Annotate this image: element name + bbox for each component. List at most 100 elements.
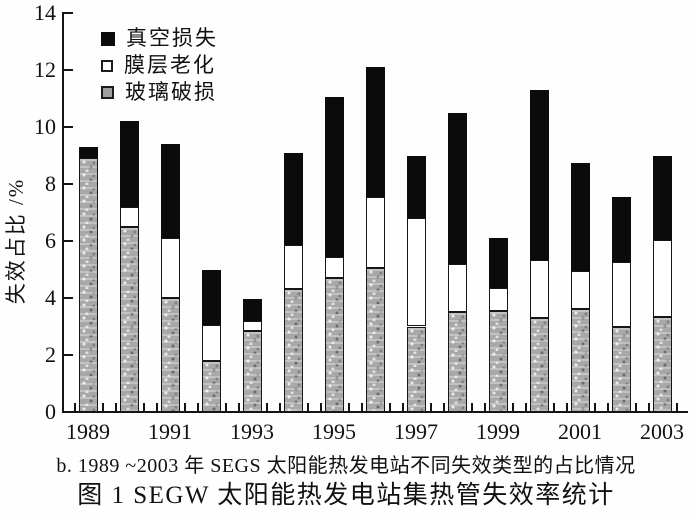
- x-minor-tick: [471, 403, 473, 411]
- figure-subcaption: b. 1989 ~2003 年 SEGS 太阳能热发电站不同失效类型的占比情况: [56, 455, 636, 477]
- bar-1999-film: [488, 288, 508, 311]
- x-minor-tick: [525, 403, 527, 411]
- x-axis-line: [62, 411, 688, 413]
- y-tick-label-0: 0: [45, 399, 56, 424]
- bar-2003-film: [652, 239, 672, 317]
- legend-item-glass: 玻璃破损: [101, 79, 218, 106]
- x-minor-tick: [553, 403, 555, 411]
- x-minor-tick: [320, 403, 322, 411]
- x-minor-tick: [74, 403, 76, 411]
- x-minor-tick: [402, 403, 404, 411]
- x-minor-tick: [348, 403, 350, 411]
- x-minor-tick: [225, 403, 227, 411]
- bar-2001-glass: [570, 309, 590, 412]
- x-minor-tick: [635, 403, 637, 411]
- bar-1995-vacuum: [324, 97, 344, 257]
- bar-1998-glass: [447, 312, 467, 412]
- x-minor-tick: [607, 403, 609, 411]
- x-minor-tick: [443, 403, 445, 411]
- bar-1989-vacuum: [78, 146, 98, 159]
- legend-label-film: 膜层老化: [124, 53, 216, 77]
- bar-1998-vacuum: [447, 112, 467, 264]
- bar-1994-glass: [283, 289, 303, 412]
- x-minor-tick: [102, 403, 104, 411]
- y-axis-line: [62, 12, 64, 413]
- bar-1992-glass: [201, 360, 221, 412]
- bar-2001-vacuum: [570, 162, 590, 271]
- y-tick-label-12: 12: [34, 57, 56, 82]
- bar-1993-glass: [242, 330, 262, 412]
- bar-1991-glass: [160, 298, 180, 412]
- bar-1993-vacuum: [242, 299, 262, 321]
- legend-item-film: 膜层老化: [101, 52, 218, 79]
- x-minor-tick: [266, 403, 268, 411]
- x-minor-tick: [594, 403, 596, 411]
- bar-1992-film: [201, 325, 221, 361]
- x-minor-tick: [156, 403, 158, 411]
- bar-1995-film: [324, 256, 344, 279]
- y-tick-8: [64, 183, 73, 185]
- bar-1998-film: [447, 263, 467, 313]
- bar-1997-vacuum: [406, 155, 426, 219]
- legend-label-vacuum: 真空损失: [126, 26, 218, 50]
- x-minor-tick: [484, 403, 486, 411]
- bar-1994-vacuum: [283, 152, 303, 246]
- bar-1996-film: [365, 196, 385, 269]
- bar-2003-glass: [652, 316, 672, 412]
- y-tick-label-4: 4: [45, 285, 56, 310]
- x-minor-tick: [143, 403, 145, 411]
- x-tick-label-1993: 1993: [230, 419, 274, 444]
- x-minor-tick: [430, 403, 432, 411]
- bar-1997-glass: [406, 326, 426, 412]
- legend-marker-glass-icon: [101, 86, 114, 99]
- y-tick-10: [64, 126, 73, 128]
- x-minor-tick: [184, 403, 186, 411]
- x-minor-tick: [566, 403, 568, 411]
- y-tick-label-14: 14: [34, 0, 56, 25]
- figure-title: 图 1 SEGW 太阳能热发电站集热管失效率统计: [77, 482, 615, 509]
- bar-1991-vacuum: [160, 144, 180, 239]
- x-minor-tick: [115, 403, 117, 411]
- bar-2000-film: [529, 259, 549, 318]
- bar-1990-glass: [119, 226, 139, 412]
- x-minor-tick: [648, 403, 650, 411]
- y-tick-12: [64, 69, 73, 71]
- bar-2002-glass: [611, 326, 631, 412]
- y-tick-label-8: 8: [45, 171, 56, 196]
- y-tick-2: [64, 354, 73, 356]
- x-tick-label-1991: 1991: [148, 419, 192, 444]
- legend-label-glass: 玻璃破损: [125, 80, 217, 104]
- bar-2002-vacuum: [611, 196, 631, 263]
- y-tick-4: [64, 297, 73, 299]
- x-minor-tick: [389, 403, 391, 411]
- x-minor-tick: [279, 403, 281, 411]
- bar-2000-vacuum: [529, 89, 549, 260]
- y-tick-label-2: 2: [45, 342, 56, 367]
- x-tick-label-1997: 1997: [394, 419, 438, 444]
- bar-1990-vacuum: [119, 121, 139, 207]
- legend-item-vacuum: 真空损失: [101, 25, 218, 52]
- bar-2000-glass: [529, 317, 549, 412]
- x-minor-tick: [676, 403, 678, 411]
- bar-2002-film: [611, 262, 631, 327]
- legend: 真空损失膜层老化玻璃破损: [101, 25, 218, 106]
- bar-2003-vacuum: [652, 155, 672, 240]
- bar-1997-film: [406, 218, 426, 327]
- y-tick-label-6: 6: [45, 228, 56, 253]
- bar-1996-vacuum: [365, 67, 385, 197]
- bar-1991-film: [160, 238, 180, 298]
- legend-marker-vacuum-icon: [101, 31, 115, 46]
- bar-1993-film: [242, 320, 262, 331]
- bar-1995-glass: [324, 278, 344, 412]
- bar-1992-vacuum: [201, 269, 221, 326]
- x-tick-label-1989: 1989: [66, 419, 110, 444]
- bar-1999-glass: [488, 310, 508, 412]
- x-tick-label-1995: 1995: [312, 419, 356, 444]
- y-tick-6: [64, 240, 73, 242]
- bar-2001-film: [570, 270, 590, 310]
- bar-1990-film: [119, 206, 139, 227]
- x-tick-label-1999: 1999: [476, 419, 520, 444]
- y-tick-label-10: 10: [34, 114, 56, 139]
- legend-marker-film-icon: [101, 59, 113, 72]
